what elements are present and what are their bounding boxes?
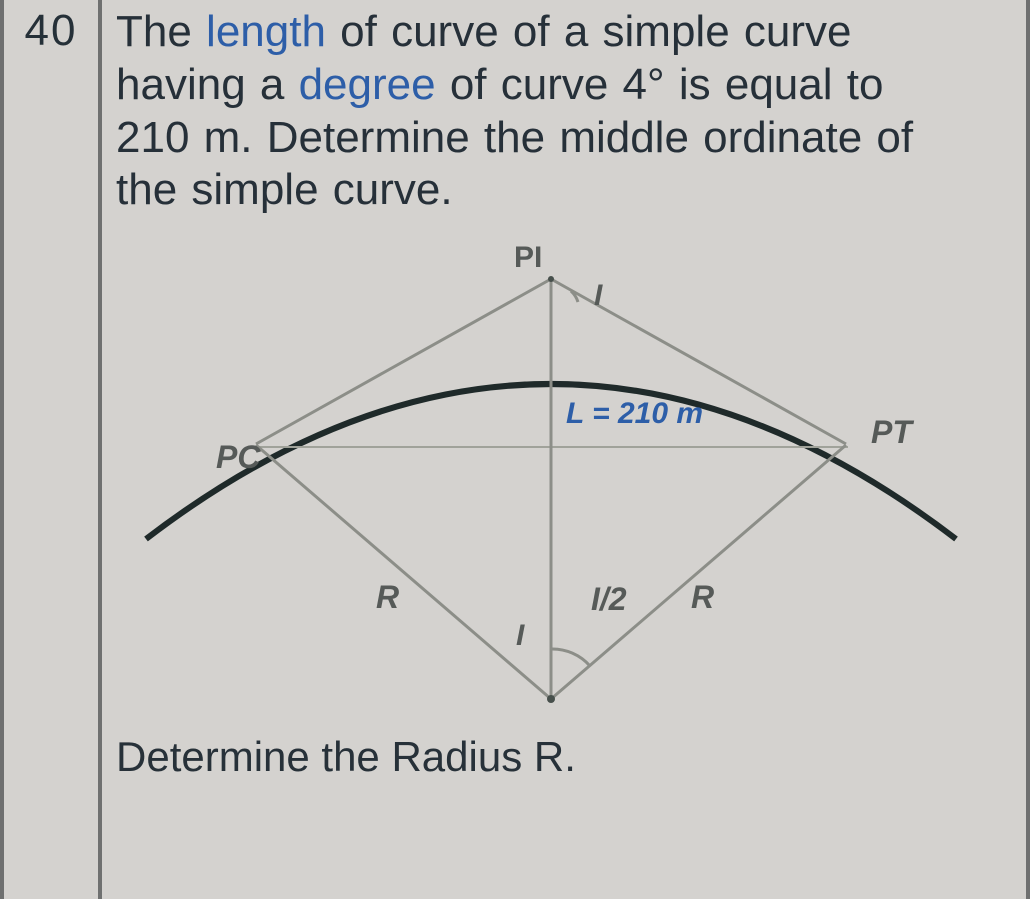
label-pc: PC xyxy=(216,439,260,476)
label-pi: PI xyxy=(514,241,542,275)
question-row: 40 The length of curve of a simple curve… xyxy=(4,0,1026,899)
content-column: The length of curve of a simple curve ha… xyxy=(102,0,1026,899)
sub-heading: Determine the Radius R. xyxy=(116,733,1008,781)
qt-l2-b: of curve 4° is equal to xyxy=(436,60,884,109)
qt-l2-a: having a xyxy=(116,60,299,109)
qt-l4: the simple curve. xyxy=(116,165,453,214)
qt-l2-blue: degree xyxy=(299,60,436,109)
number-column: 40 xyxy=(4,0,102,899)
label-l: L = 210 m xyxy=(566,397,703,431)
label-i-center: I xyxy=(516,619,524,653)
curve-svg xyxy=(116,239,1016,739)
qt-l1-blue: length xyxy=(206,7,326,56)
qt-l1-b: of curve of a simple curve xyxy=(326,7,852,56)
qt-l1-a: The xyxy=(116,7,206,56)
label-r-left: R xyxy=(376,579,399,616)
question-text: The length of curve of a simple curve ha… xyxy=(116,6,1008,217)
question-number: 40 xyxy=(4,6,98,56)
page: 40 The length of curve of a simple curve… xyxy=(0,0,1030,899)
label-i-top: I xyxy=(594,279,602,313)
label-pt: PT xyxy=(871,414,912,451)
qt-l3: 210 m. Determine the middle ordinate of xyxy=(116,113,913,162)
label-i-half: I/2 xyxy=(591,581,627,618)
figure: PI I L = 210 m PC PT R I/2 R I xyxy=(116,239,1008,739)
label-r-right: R xyxy=(691,579,714,616)
